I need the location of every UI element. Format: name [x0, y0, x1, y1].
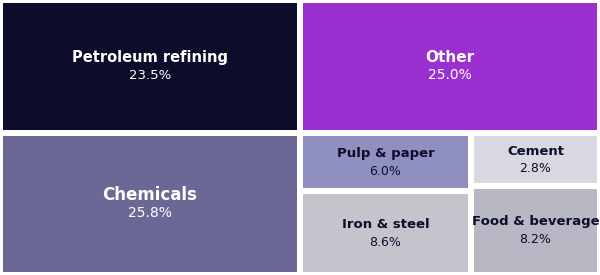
Text: 2.8%: 2.8% — [520, 162, 551, 175]
Text: Food & beverage: Food & beverage — [472, 215, 599, 229]
Text: Cement: Cement — [507, 145, 564, 158]
FancyBboxPatch shape — [474, 136, 597, 183]
Text: 8.6%: 8.6% — [370, 235, 401, 249]
Text: Chemicals: Chemicals — [103, 186, 197, 204]
Text: Pulp & paper: Pulp & paper — [337, 147, 434, 160]
FancyBboxPatch shape — [3, 3, 297, 130]
Text: 25.8%: 25.8% — [128, 206, 172, 220]
FancyBboxPatch shape — [3, 136, 297, 272]
Text: 25.0%: 25.0% — [428, 68, 472, 82]
FancyBboxPatch shape — [303, 136, 468, 188]
FancyBboxPatch shape — [474, 189, 597, 272]
Text: 23.5%: 23.5% — [129, 69, 171, 82]
Text: 8.2%: 8.2% — [520, 233, 551, 246]
FancyBboxPatch shape — [303, 3, 597, 130]
Text: Petroleum refining: Petroleum refining — [72, 50, 228, 65]
FancyBboxPatch shape — [303, 194, 468, 272]
Text: Iron & steel: Iron & steel — [341, 218, 430, 231]
Text: 6.0%: 6.0% — [370, 165, 401, 178]
Text: Other: Other — [425, 50, 475, 65]
